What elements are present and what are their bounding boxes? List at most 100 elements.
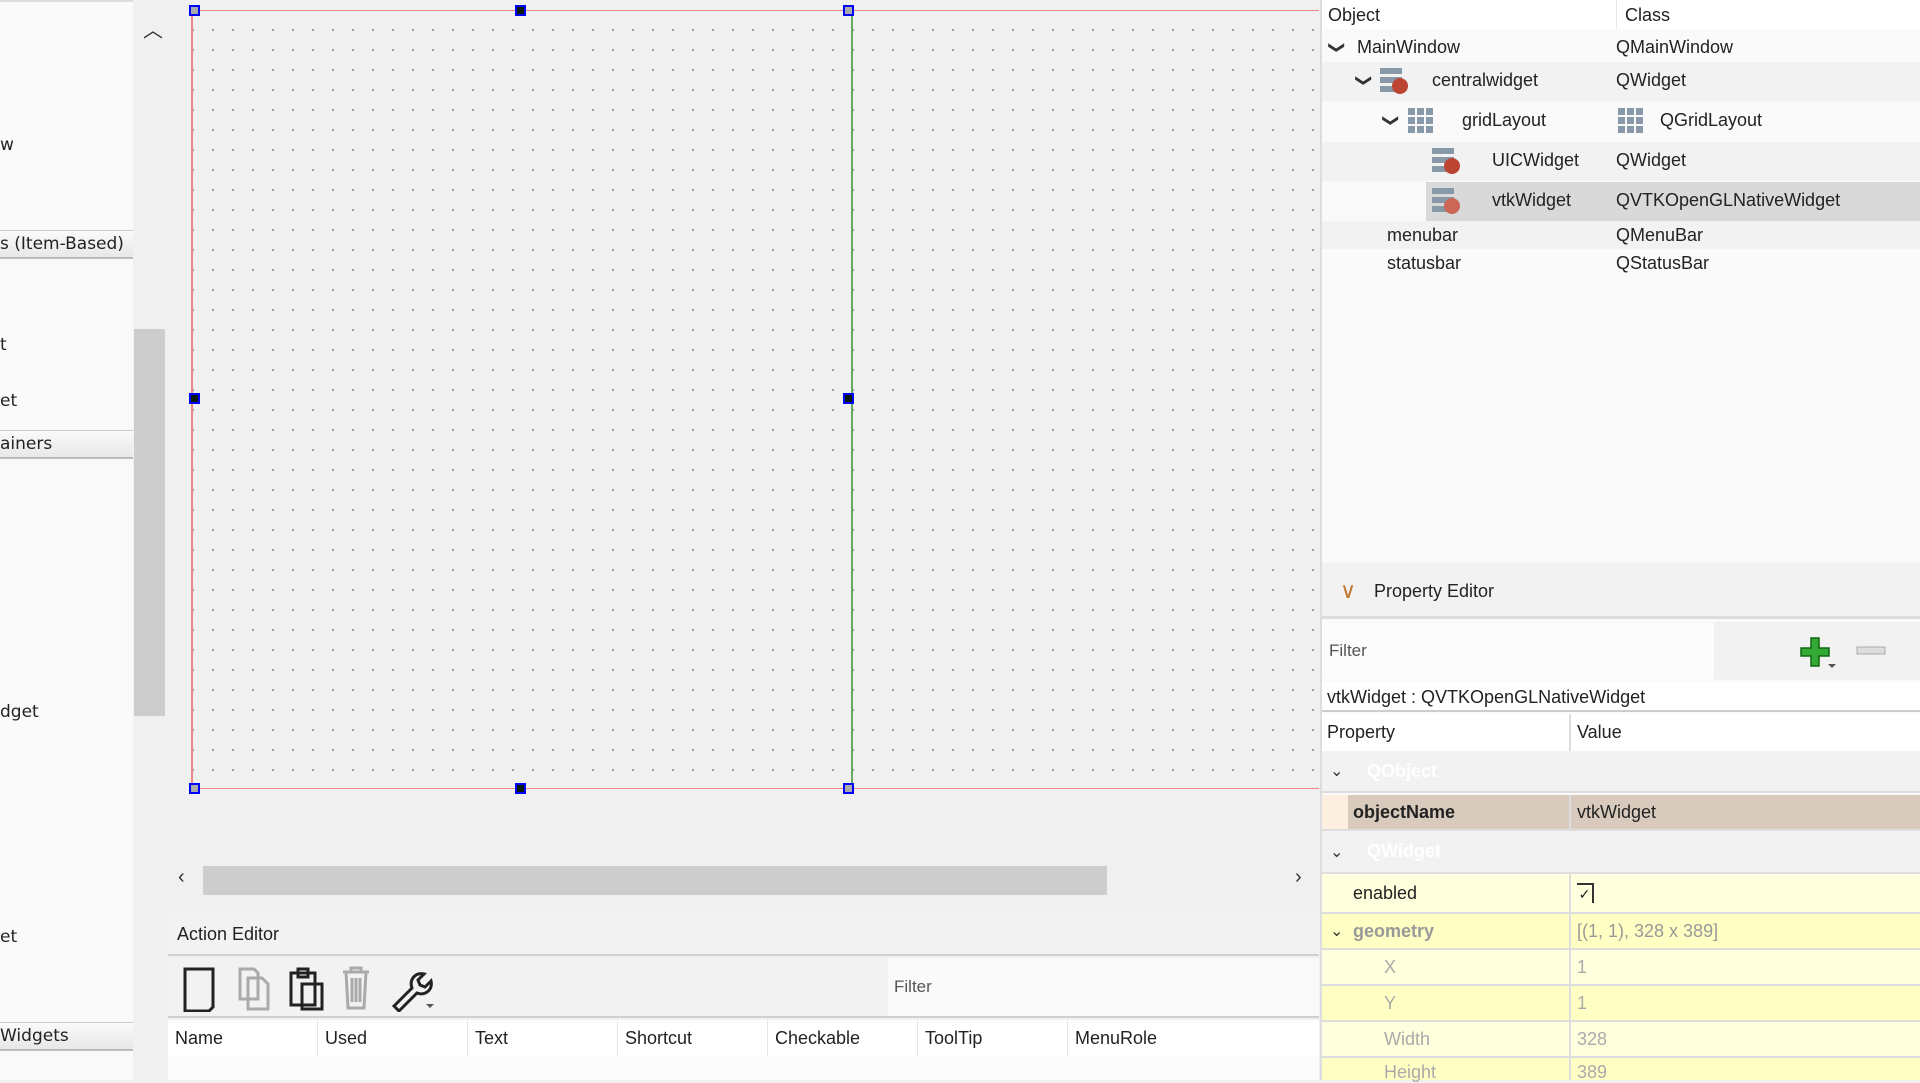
object-class: QStatusBar xyxy=(1616,253,1710,273)
column-header-used[interactable]: Used xyxy=(318,1020,468,1056)
chevron-down-icon[interactable]: ∨ xyxy=(1340,578,1357,603)
object-name: menubar xyxy=(1387,225,1459,245)
new-action-icon[interactable] xyxy=(180,966,220,1012)
wrench-icon[interactable] xyxy=(390,966,436,1012)
property-group-qwidget[interactable]: ⌄ QWidget xyxy=(1322,831,1920,874)
action-editor-title: Action Editor xyxy=(168,912,1319,956)
chevron-down-icon[interactable]: ❯ xyxy=(1328,40,1346,55)
enabled-checkbox[interactable]: ✓ xyxy=(1577,883,1594,903)
property-group-qobject[interactable]: ⌄ QObject xyxy=(1322,751,1920,793)
action-filter-input[interactable]: Filter xyxy=(888,958,1319,1016)
scrollbar-thumb[interactable] xyxy=(134,329,165,716)
column-header-checkable[interactable]: Checkable xyxy=(768,1020,918,1056)
property-value[interactable]: vtkWidget xyxy=(1569,795,1656,829)
tree-row[interactable]: menubar QMenuBar xyxy=(1322,221,1920,249)
property-name: geometry xyxy=(1353,920,1435,941)
widget-box-item[interactable]: et xyxy=(0,391,18,411)
property-value[interactable]: [(1, 1), 328 x 389] xyxy=(1569,914,1718,948)
column-header-text[interactable]: Text xyxy=(468,1020,618,1056)
scrollbar-thumb[interactable] xyxy=(203,866,1107,895)
column-header-menurole[interactable]: MenuRole xyxy=(1075,1028,1158,1048)
paste-icon[interactable] xyxy=(288,966,328,1012)
column-header-value[interactable]: Value xyxy=(1569,714,1622,751)
chevron-down-icon[interactable]: ❯ xyxy=(1355,73,1373,88)
delete-icon[interactable] xyxy=(340,966,380,1012)
object-class: QWidget xyxy=(1616,70,1687,90)
property-row-height[interactable]: Height 389 xyxy=(1322,1058,1920,1082)
property-row-y[interactable]: Y 1 xyxy=(1322,986,1920,1022)
widget-icon xyxy=(1432,148,1460,174)
tree-row[interactable]: ❯ gridLayout QGridLayout xyxy=(1322,102,1920,141)
form-window[interactable] xyxy=(191,10,1319,789)
property-filter-input[interactable]: Filter xyxy=(1322,624,1714,678)
column-header-property[interactable]: Property xyxy=(1327,722,1396,742)
property-name: enabled xyxy=(1353,882,1418,903)
chevron-down-icon[interactable]: ❯ xyxy=(1382,113,1400,128)
tree-row[interactable]: ❯ MainWindow QMainWindow xyxy=(1322,29,1920,66)
chevron-down-icon[interactable]: ⌄ xyxy=(1330,843,1344,861)
copy-icon[interactable] xyxy=(236,966,276,1012)
tree-row[interactable]: statusbar QStatusBar xyxy=(1322,249,1920,277)
scroll-left-icon[interactable]: ‹ xyxy=(178,866,185,888)
widget-box-category[interactable]: ainers xyxy=(0,430,133,459)
tree-row[interactable]: ❯ centralwidget QWidget xyxy=(1322,62,1920,101)
object-inspector-header: Object Class xyxy=(1322,0,1920,33)
object-name: gridLayout xyxy=(1462,110,1547,130)
remove-property-icon[interactable] xyxy=(1856,646,1886,656)
chevron-down-icon[interactable]: ⌄ xyxy=(1330,763,1344,780)
chevron-down-icon[interactable]: ⌄ xyxy=(1330,923,1344,940)
resize-handle[interactable] xyxy=(515,783,526,794)
property-value: ✓ xyxy=(1569,874,1594,912)
property-name: Width xyxy=(1384,1028,1431,1049)
object-name: UICWidget xyxy=(1492,150,1580,170)
resize-handle[interactable] xyxy=(843,5,854,16)
property-value[interactable]: 389 xyxy=(1569,1058,1607,1082)
widget-box-category[interactable]: s (Item-Based) xyxy=(0,230,133,259)
widget-box: w s (Item-Based) t et ainers dget et Wid… xyxy=(0,0,133,1080)
widget-box-item[interactable]: w xyxy=(0,135,14,155)
property-row-x[interactable]: X 1 xyxy=(1322,950,1920,986)
scroll-up-icon[interactable]: ︿ xyxy=(143,20,163,42)
property-value[interactable]: 1 xyxy=(1569,950,1587,984)
widget-box-item[interactable]: dget xyxy=(0,702,39,722)
object-class: QMainWindow xyxy=(1616,37,1734,57)
property-editor-titlebar[interactable]: ∨ Property Editor xyxy=(1322,563,1920,619)
object-class: QVTKOpenGLNativeWidget xyxy=(1616,190,1841,210)
resize-handle[interactable] xyxy=(843,783,854,794)
resize-handle[interactable] xyxy=(189,783,200,794)
widget-box-category[interactable]: Widgets xyxy=(0,1022,133,1051)
resize-handle[interactable] xyxy=(515,5,526,16)
property-value[interactable]: 1 xyxy=(1569,986,1587,1020)
tree-row-selected[interactable]: vtkWidget QVTKOpenGLNativeWidget xyxy=(1322,182,1920,221)
group-label: QWidget xyxy=(1367,841,1441,861)
column-header-object[interactable]: Object xyxy=(1328,5,1381,25)
property-value[interactable]: 328 xyxy=(1569,1022,1607,1056)
column-header-shortcut[interactable]: Shortcut xyxy=(618,1020,768,1056)
property-row-objectname[interactable]: objectName vtkWidget xyxy=(1322,795,1920,831)
action-table-body xyxy=(168,1056,1319,1080)
resize-handle[interactable] xyxy=(843,393,854,404)
grid-layout-icon xyxy=(1408,108,1433,133)
grid-layout-icon xyxy=(1618,108,1643,133)
property-table-header: Property Value xyxy=(1322,714,1920,751)
object-name: MainWindow xyxy=(1357,37,1461,57)
resize-handle[interactable] xyxy=(189,5,200,16)
property-name: Height xyxy=(1384,1062,1437,1082)
widget-box-item[interactable]: et xyxy=(0,927,18,947)
tree-row[interactable]: UICWidget QWidget xyxy=(1322,142,1920,181)
property-row-enabled[interactable]: enabled ✓ xyxy=(1322,874,1920,914)
selected-object-label: vtkWidget : QVTKOpenGLNativeWidget xyxy=(1322,682,1920,712)
column-header-name[interactable]: Name xyxy=(168,1020,318,1056)
widget-box-item[interactable]: t xyxy=(0,335,7,355)
object-class: QGridLayout xyxy=(1660,110,1763,130)
object-class: QMenuBar xyxy=(1616,225,1704,245)
scroll-right-icon[interactable]: › xyxy=(1295,866,1302,888)
object-name: vtkWidget xyxy=(1492,190,1572,210)
resize-handle[interactable] xyxy=(189,393,200,404)
add-property-icon[interactable] xyxy=(1800,636,1836,670)
property-name: Y xyxy=(1384,992,1397,1013)
column-header-tooltip[interactable]: ToolTip xyxy=(918,1020,1068,1056)
column-header-class[interactable]: Class xyxy=(1616,0,1670,31)
property-row-width[interactable]: Width 328 xyxy=(1322,1022,1920,1058)
property-row-geometry[interactable]: ⌄ geometry [(1, 1), 328 x 389] xyxy=(1322,914,1920,950)
